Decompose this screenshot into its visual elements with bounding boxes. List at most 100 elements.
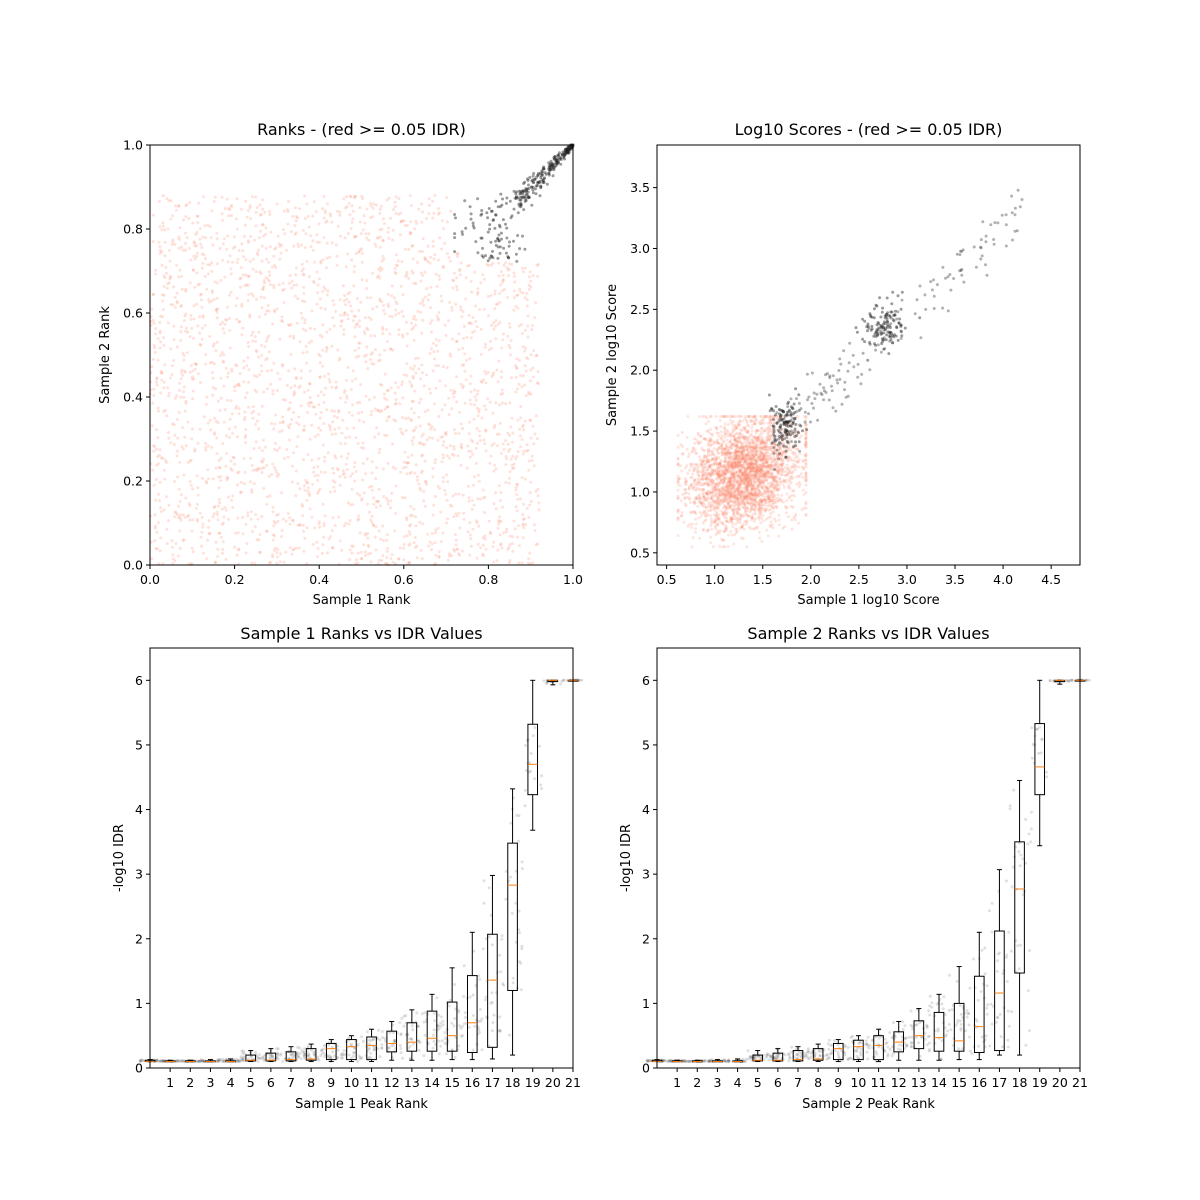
data-point — [458, 410, 462, 414]
data-point — [178, 546, 182, 550]
data-point — [345, 297, 349, 301]
data-point — [387, 226, 390, 230]
data-point — [516, 450, 520, 454]
data-point — [411, 442, 415, 446]
data-point — [179, 395, 183, 399]
data-point — [525, 189, 529, 193]
data-point — [223, 275, 227, 279]
data-point — [378, 276, 382, 280]
data-point — [458, 269, 461, 273]
data-point — [733, 456, 737, 460]
data-point — [483, 345, 487, 349]
data-point — [742, 494, 746, 498]
data-point — [230, 214, 233, 218]
data-point — [726, 488, 730, 492]
data-point — [486, 294, 490, 298]
data-point — [344, 462, 348, 466]
data-point — [517, 202, 521, 206]
data-point — [505, 527, 509, 531]
data-point — [417, 367, 421, 371]
data-point — [763, 451, 767, 455]
data-point — [748, 497, 752, 501]
data-point — [735, 431, 739, 435]
data-point — [298, 384, 302, 388]
data-point — [750, 449, 754, 453]
data-point — [738, 453, 741, 456]
data-point — [681, 452, 685, 456]
data-point — [301, 514, 305, 518]
data-point — [354, 323, 358, 327]
data-point — [481, 536, 485, 540]
data-point — [471, 452, 475, 456]
data-point — [535, 184, 539, 188]
data-point — [791, 429, 795, 433]
data-point — [393, 205, 397, 209]
data-point — [369, 204, 373, 208]
data-point — [547, 171, 551, 175]
data-point — [494, 337, 498, 341]
data-point — [210, 269, 214, 273]
data-point — [296, 435, 300, 439]
data-point — [346, 317, 350, 321]
data-point — [407, 560, 411, 564]
data-point — [330, 344, 334, 348]
data-point — [247, 405, 251, 409]
data-point — [466, 444, 470, 448]
data-point — [212, 505, 216, 509]
data-point — [232, 462, 236, 466]
data-point — [280, 319, 284, 322]
data-point — [246, 240, 250, 244]
data-point — [744, 435, 748, 439]
data-point — [397, 557, 401, 561]
data-point — [477, 524, 481, 528]
data-point — [370, 351, 374, 355]
data-point — [692, 500, 696, 504]
data-point — [387, 415, 391, 418]
data-point — [537, 171, 541, 175]
data-point — [364, 533, 368, 537]
data-point — [265, 529, 269, 533]
data-point — [745, 442, 749, 446]
data-point — [333, 427, 337, 431]
data-point — [244, 522, 248, 526]
data-point — [727, 449, 731, 453]
data-point — [180, 287, 184, 291]
data-point — [729, 472, 733, 476]
data-point — [254, 513, 258, 517]
data-point — [731, 517, 735, 521]
data-point — [386, 302, 390, 306]
data-point — [351, 369, 355, 373]
data-point — [754, 505, 758, 509]
data-point — [736, 457, 740, 460]
data-point — [181, 248, 185, 252]
data-point — [316, 478, 320, 482]
data-point — [717, 462, 721, 466]
data-point — [481, 273, 485, 277]
data-point — [318, 354, 322, 358]
data-point — [489, 294, 493, 297]
data-point — [321, 364, 325, 368]
data-point — [356, 561, 360, 565]
data-point — [731, 483, 735, 487]
data-point — [734, 432, 738, 436]
data-point — [510, 542, 514, 546]
data-point — [311, 214, 315, 218]
data-point — [181, 426, 185, 430]
data-point — [420, 202, 424, 206]
data-point — [698, 458, 702, 462]
data-point — [281, 281, 285, 285]
data-point — [742, 498, 746, 502]
data-point — [428, 540, 432, 544]
data-point — [506, 334, 510, 338]
data-point — [460, 230, 464, 234]
data-point — [336, 224, 340, 228]
data-point — [771, 449, 774, 453]
data-point — [350, 551, 354, 555]
data-point — [493, 324, 497, 328]
data-point — [714, 415, 718, 418]
data-point — [432, 350, 436, 354]
data-point — [276, 555, 280, 559]
data-point — [549, 163, 553, 167]
data-point — [430, 347, 433, 351]
data-point — [381, 327, 385, 331]
